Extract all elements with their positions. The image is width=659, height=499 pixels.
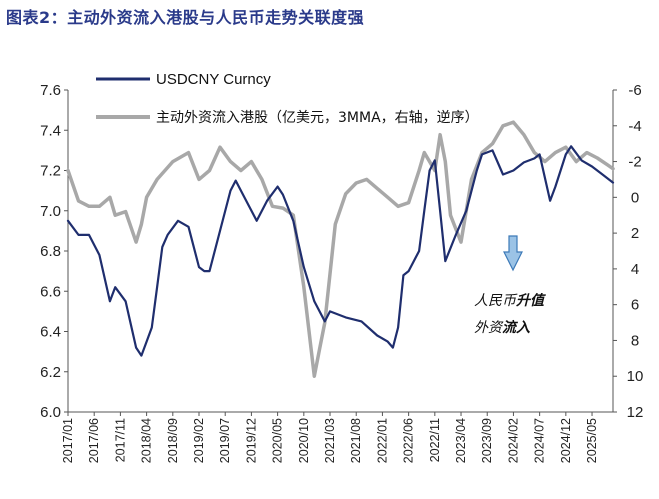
x-tick-label: 2023/04 — [454, 418, 468, 463]
right-tick-label: 10 — [627, 368, 644, 385]
legend-label-usdcny: USDCNY Curncy — [156, 71, 271, 88]
left-tick-label: 7.4 — [40, 122, 61, 139]
right-tick-label: 0 — [631, 189, 639, 206]
left-tick-label: 6.2 — [40, 364, 61, 381]
x-tick-label: 2018/04 — [140, 418, 154, 463]
left-tick-label: 7.6 — [40, 82, 61, 99]
right-tick-label: 6 — [631, 297, 639, 314]
x-tick-label: 2023/09 — [480, 418, 494, 463]
left-tick-label: 6.4 — [40, 324, 61, 341]
right-tick-label: -6 — [628, 82, 641, 99]
x-tick-label: 2019/12 — [244, 418, 258, 463]
series-line-usdcny — [66, 145, 615, 357]
left-tick-label: 7.0 — [40, 203, 61, 220]
x-tick-label: 2017/11 — [113, 418, 127, 462]
annotation-rmb: 人民币 — [474, 293, 518, 309]
annotation-foreign-capital: 外资 — [474, 320, 504, 336]
annotation-rmb-appreciation: 人民币升值 — [474, 292, 546, 309]
annotation-foreign-inflow: 外资流入 — [474, 319, 530, 336]
chart-title: 图表2：主动外资流入港股与人民币走势关联度强 — [6, 4, 364, 28]
x-tick-label: 2025/05 — [585, 418, 599, 463]
right-tick-label: 4 — [631, 261, 639, 278]
left-tick-label: 6.0 — [40, 404, 61, 421]
series-line-foreign-inflow — [66, 120, 615, 378]
figure-number: 图表2： — [6, 8, 68, 27]
right-tick-label: -2 — [628, 154, 641, 171]
right-tick-label: 2 — [631, 225, 639, 242]
x-tick-label: 2019/02 — [192, 418, 206, 463]
x-tick-label: 2020/10 — [297, 418, 311, 463]
x-tick-label: 2021/03 — [323, 418, 337, 463]
x-tick-label: 2021/08 — [349, 418, 363, 463]
x-tick-label: 2022/01 — [375, 418, 389, 463]
x-tick-label: 2019/07 — [218, 418, 232, 463]
x-tick-label: 2024/02 — [506, 418, 520, 463]
x-tick-label: 2022/06 — [402, 418, 416, 463]
left-tick-label: 6.8 — [40, 243, 61, 260]
x-tick-label: 2024/07 — [533, 418, 547, 463]
legend-label-foreign-inflow: 主动外资流入港股（亿美元，3MMA，右轴，逆序） — [156, 110, 479, 126]
left-tick-label: 6.6 — [40, 283, 61, 300]
left-tick-label: 7.2 — [40, 163, 61, 180]
x-tick-label: 2017/06 — [87, 418, 101, 463]
chart-title-text: 主动外资流入港股与人民币走势关联度强 — [67, 8, 365, 27]
right-tick-label: -4 — [628, 118, 641, 135]
x-tick-label: 2018/09 — [166, 418, 180, 463]
right-tick-label: 8 — [631, 332, 639, 349]
right-tick-label: 12 — [627, 404, 644, 421]
x-tick-label: 2020/05 — [271, 418, 285, 463]
annotation-inflow: 流入 — [502, 319, 530, 336]
annotation-appreciation: 升值 — [515, 292, 546, 309]
x-tick-label: 2022/11 — [428, 418, 442, 462]
x-tick-label: 2017/01 — [61, 418, 75, 463]
down-arrow-icon — [503, 235, 523, 272]
x-tick-label: 2024/12 — [559, 418, 573, 463]
